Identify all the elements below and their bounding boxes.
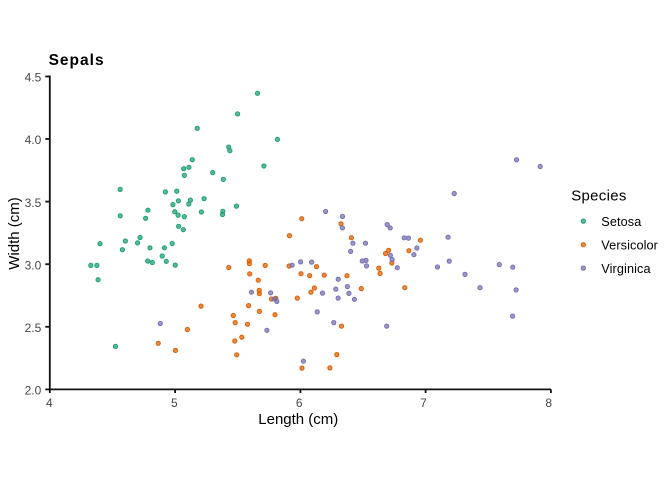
svg-text:Sepals: Sepals (49, 52, 105, 69)
svg-text:Setosa: Setosa (601, 215, 642, 229)
svg-text:Versicolor: Versicolor (601, 239, 658, 253)
svg-text:6: 6 (296, 396, 303, 410)
svg-text:Length (cm): Length (cm) (258, 411, 338, 428)
svg-text:7: 7 (420, 396, 427, 410)
svg-text:3.5: 3.5 (25, 196, 42, 210)
svg-text:Species: Species (571, 188, 626, 205)
svg-text:4.5: 4.5 (25, 71, 42, 85)
svg-text:Virginica: Virginica (601, 262, 651, 276)
svg-text:4: 4 (46, 396, 53, 410)
svg-text:4.0: 4.0 (25, 133, 42, 147)
svg-text:2.0: 2.0 (25, 384, 42, 398)
svg-text:Width (cm): Width (cm) (6, 197, 23, 270)
svg-text:5: 5 (171, 396, 178, 410)
svg-text:8: 8 (545, 396, 552, 410)
svg-text:2.5: 2.5 (25, 321, 42, 335)
svg-text:3.0: 3.0 (25, 258, 42, 272)
